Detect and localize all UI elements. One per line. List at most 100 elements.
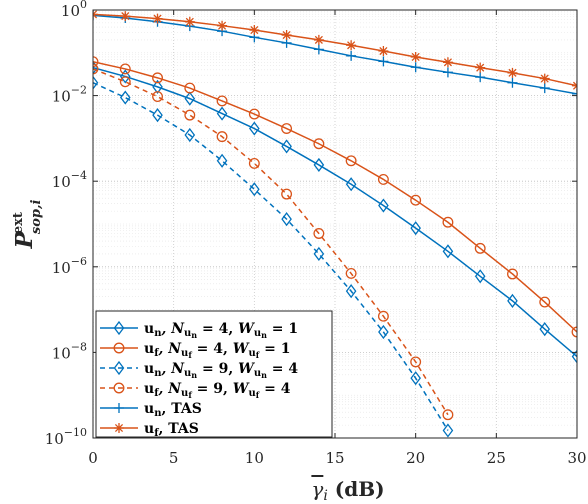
data-point-diamond	[507, 293, 518, 308]
data-point-diamond	[410, 371, 421, 386]
y-axis-label: Pext sop,i	[11, 200, 44, 250]
data-point-plus	[475, 72, 486, 83]
legend-entry: uf, Nuf = 9, Wuf = 4	[100, 381, 291, 400]
y-tick-label: 10−2	[52, 84, 87, 106]
data-point-circle	[410, 194, 422, 206]
x-tick-label: 25	[487, 449, 506, 467]
data-point-diamond	[119, 69, 131, 84]
legend-entry: uf, Nuf = 4, Wuf = 1	[100, 341, 290, 360]
x-tick-label: 5	[169, 449, 179, 467]
series-line	[93, 82, 449, 431]
data-point-diamond	[216, 106, 228, 121]
data-point-star	[249, 25, 260, 36]
data-point-diamond	[152, 79, 163, 94]
data-point-plus	[507, 77, 518, 88]
y-tick-label: 10−6	[52, 255, 87, 277]
data-point-circle	[377, 310, 389, 322]
data-point-star	[281, 30, 292, 41]
series-4	[93, 63, 454, 421]
legend: un, Nun = 4, Wun = 1uf, Nuf = 4, Wuf = 1…	[95, 310, 333, 439]
y-tick-label: 10−10	[45, 426, 87, 448]
data-point-circle	[216, 131, 228, 143]
data-point-circle	[345, 155, 357, 167]
data-point-circle	[113, 382, 125, 394]
series-line	[93, 13, 577, 87]
series-group	[93, 10, 577, 438]
data-point-star	[313, 34, 324, 45]
x-tick-label: 20	[406, 449, 425, 467]
data-point-star	[442, 57, 453, 68]
series-line	[93, 14, 577, 95]
data-point-diamond	[113, 360, 125, 376]
data-point-circle	[93, 56, 99, 68]
legend-label: uf, Nuf = 4, Wuf = 1	[144, 341, 290, 360]
data-point-circle	[281, 123, 293, 134]
data-point-diamond	[345, 177, 357, 192]
data-point-diamond	[474, 269, 486, 284]
data-point-circle	[377, 173, 389, 185]
data-point-diamond	[313, 157, 325, 173]
data-point-diamond	[442, 244, 454, 259]
data-point-diamond	[119, 90, 131, 105]
legend-label: un, Nun = 4, Wun = 1	[144, 321, 298, 340]
data-point-circle	[113, 342, 125, 354]
data-point-star	[217, 20, 228, 31]
data-point-plus	[539, 83, 550, 94]
svg-text:γi (dB): γi (dB)	[311, 477, 384, 504]
data-point-plus	[346, 50, 357, 61]
data-point-diamond	[216, 153, 228, 168]
data-point-diamond	[281, 139, 292, 154]
data-point-diamond	[410, 221, 421, 236]
data-point-circle	[184, 109, 196, 121]
data-point-circle	[281, 188, 293, 200]
data-point-circle	[507, 268, 518, 280]
data-point-diamond	[539, 322, 551, 337]
data-point-plus	[114, 403, 124, 413]
data-point-star	[507, 67, 518, 78]
legend-entry: un, Nun = 4, Wun = 1	[100, 320, 298, 340]
y-tick-label: 10−8	[52, 340, 87, 362]
data-point-star	[346, 40, 357, 51]
data-point-circle	[152, 91, 163, 103]
data-point-plus	[313, 44, 324, 55]
data-point-diamond	[313, 246, 325, 261]
data-point-diamond	[184, 127, 196, 143]
legend-label: un, TAS	[144, 401, 202, 419]
data-point-circle	[313, 138, 325, 150]
legend-entry: un, Nun = 9, Wun = 4	[100, 360, 298, 380]
data-point-diamond	[249, 182, 260, 197]
data-point-circle	[442, 216, 454, 228]
data-point-diamond	[442, 423, 454, 438]
data-point-circle	[93, 63, 99, 75]
x-tick-label: 0	[88, 449, 98, 467]
data-point-diamond	[378, 324, 389, 340]
legend-label: un, Nun = 9, Wun = 4	[144, 361, 298, 380]
legend-entry: uf, TAS	[100, 421, 199, 439]
data-point-circle	[152, 72, 163, 84]
data-point-circle	[345, 267, 357, 279]
data-point-star	[120, 11, 131, 22]
data-point-circle	[442, 409, 454, 421]
series-3	[93, 75, 454, 438]
series-1	[93, 60, 577, 364]
legend-entry: un, TAS	[100, 401, 202, 419]
x-axis-label: γi (dB)	[311, 477, 384, 504]
series-line	[93, 66, 577, 358]
x-tick-label: 15	[325, 449, 344, 467]
series-6	[93, 10, 577, 91]
data-point-diamond	[184, 91, 196, 106]
x-tick-label: 30	[567, 449, 586, 467]
data-point-star	[184, 16, 195, 27]
series-line	[93, 68, 449, 416]
data-point-circle	[248, 108, 260, 120]
data-point-star	[539, 73, 550, 84]
data-point-circle	[474, 242, 486, 254]
data-point-circle	[184, 82, 196, 94]
legend-label: uf, TAS	[144, 421, 199, 439]
y-tick-label: 10−4	[52, 169, 87, 191]
legend-label: uf, Nuf = 9, Wuf = 4	[144, 381, 291, 400]
y-ticks: 100 10−2 10−4 10−6 10−8 10−10	[45, 0, 577, 448]
data-point-diamond	[93, 75, 99, 90]
